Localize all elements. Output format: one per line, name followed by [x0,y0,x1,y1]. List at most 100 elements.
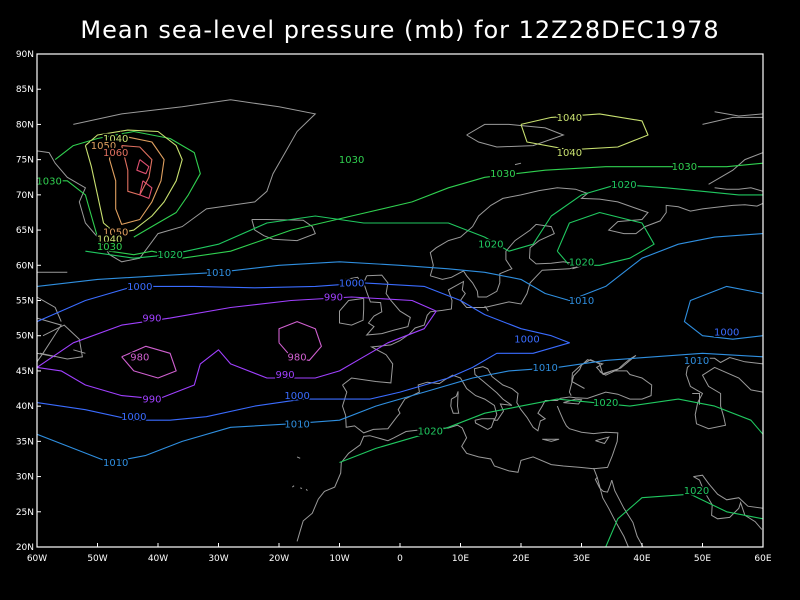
lon-tick-label: 20E [512,554,529,564]
isobar-1000 [37,282,570,421]
coastline-segment [345,276,363,285]
contour-label: 1010 [103,458,128,469]
coastline-segment [429,187,763,276]
coastline-segment [37,352,56,358]
lon-tick-label: 30E [573,554,590,564]
lat-tick-label: 75N [16,156,34,166]
coastline-segment [466,123,565,148]
coastline-segment [251,219,316,242]
coastline-segment [484,305,489,312]
contour-label: 1000 [121,412,146,423]
lat-tick-label: 20N [16,543,34,553]
coastline-segment [341,384,348,416]
coastline-segment [593,467,613,493]
coastline-segment [296,405,619,542]
coastline-segment [300,487,303,489]
coastline-segment [73,349,86,354]
contour-label: 1000 [339,278,364,289]
lon-tick-label: 50W [87,554,107,564]
lon-axis: 60W 50W 40W 30W 20W 10W 0 10E 20E 30E 40E 50E 60E [27,543,772,564]
contour-label: 1010 [532,363,557,374]
coastline-segment [595,436,610,445]
lon-tick-label: 40W [148,554,168,564]
lat-tick-label: 45N [16,367,34,377]
contour-label: 990 [142,395,161,406]
contour-label: 980 [288,352,307,363]
isobar-990 [37,296,437,400]
contour-label: 1030 [339,155,364,166]
lon-tick-label: 20W [269,554,289,564]
isobar-1060 [121,145,153,196]
contour-label: 1020 [593,398,618,409]
coastline-segment [542,438,560,442]
lat-tick-label: 40N [16,402,34,412]
contour-labels: 1040105010601030105010401030102010401040… [35,111,741,498]
coastline-segment [714,111,763,117]
coastline-segment [514,162,522,166]
lat-tick-label: 85N [16,85,34,95]
contour-label: 1040 [557,148,582,159]
coastline-segment [571,354,637,389]
lon-tick-label: 0 [397,554,403,564]
coastline-segment [596,477,629,547]
coastline-segment [692,393,700,405]
isobar-1020 [605,493,763,547]
lat-tick-label: 55N [16,297,34,307]
lat-tick-label: 70N [16,191,34,201]
contour-label: 990 [276,370,295,381]
contour-label: 1020 [157,250,182,261]
lat-axis: 20N 25N 30N 35N 40N 45N 50N 55N 60N 65N 70N 75N 80N 8… [16,50,41,553]
coastline-segment [693,474,763,509]
contour-label: 1030 [97,242,122,253]
contour-label: 1040 [557,113,582,124]
contour-label: 1000 [714,328,739,339]
lon-tick-label: 60W [27,554,47,564]
lat-tick-label: 35N [16,437,34,447]
contour-label: 1000 [284,391,309,402]
contour-label: 1050 [91,141,116,152]
contour-label: 1040 [97,235,122,246]
coastline-segment [702,116,763,125]
coastline-segment [685,356,763,430]
map-frame [36,53,764,548]
coastline-segment [291,485,295,488]
lat-tick-label: 80N [16,120,34,130]
lon-tick-label: 10E [452,554,469,564]
coastline-segment [693,476,763,530]
contour-label: 1010 [206,268,231,279]
contour-label: 1020 [684,486,709,497]
isobar-1040 [84,129,183,235]
coastline-segment [430,223,584,298]
lat-tick-label: 25N [16,508,34,518]
coastlines [37,99,763,547]
coastline-segment [363,274,411,336]
contour-label: 1010 [569,296,594,307]
contour-label: 1050 [103,228,128,239]
contour-label: 1020 [418,426,443,437]
contour-label: 1030 [36,176,61,187]
lat-tick-label: 60N [16,261,34,271]
lon-tick-label: 30W [208,554,228,564]
contour-label: 1060 [103,148,128,159]
isobar-1020 [85,183,763,259]
contour-label: 1020 [611,180,636,191]
isobar-1030 [54,130,201,238]
coastline-segment [339,297,365,326]
isobar-1010 [683,285,763,340]
isobar-1010 [37,352,763,464]
coastline-segment [342,264,582,386]
lon-tick-label: 50E [694,554,711,564]
contour-label: 1040 [103,134,128,145]
contour-label: 1020 [569,257,594,268]
lon-tick-label: 60E [754,554,771,564]
coastline-segment [474,418,496,430]
isobars [37,113,763,547]
coastline-segment [708,152,763,185]
isobar-1020 [556,211,655,266]
coastline-segment [714,187,763,192]
contour-label: 1010 [284,419,309,430]
contour-label: 1030 [490,169,515,180]
lon-tick-label: 10W [329,554,349,564]
coastline-segment [296,456,301,459]
